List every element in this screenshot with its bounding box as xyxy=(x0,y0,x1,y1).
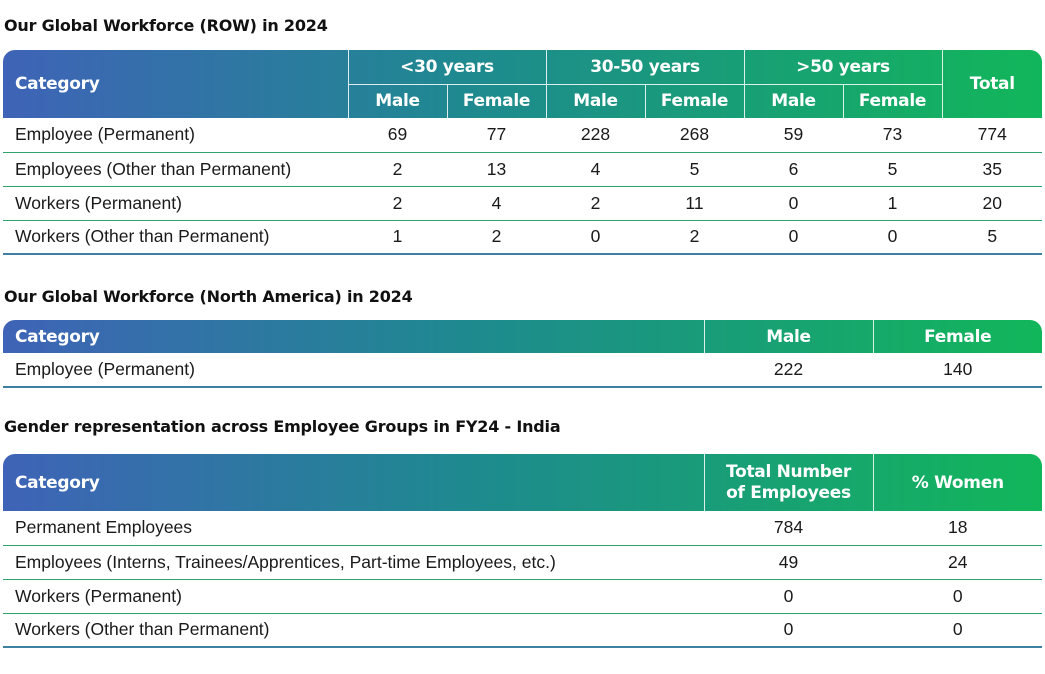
row-category: Employees (Other than Permanent) xyxy=(3,152,348,187)
cell-value: 0 xyxy=(703,613,873,647)
table-row: Employee (Permanent) 222 140 xyxy=(3,353,1042,387)
cell-value: 73 xyxy=(842,118,943,153)
table-row: Workers (Other than Permanent) 1 2 0 2 0… xyxy=(3,220,1043,254)
row-category: Permanent Employees xyxy=(3,511,704,546)
row-section-title: Our Global Workforce (ROW) in 2024 xyxy=(4,16,328,35)
cell-value: 140 xyxy=(872,353,1042,387)
cell-value: 13 xyxy=(446,152,546,187)
row-workforce-table: Category <30 years 30-50 years >50 years… xyxy=(3,50,1043,255)
cell-value: 11 xyxy=(644,186,745,221)
cell-value: 0 xyxy=(872,579,1042,614)
cell-value: 0 xyxy=(743,186,844,221)
male-header: Male xyxy=(347,83,447,118)
table-row: Permanent Employees 784 18 xyxy=(3,511,1042,546)
age-group-header-under-30: <30 years xyxy=(347,50,546,84)
cell-total: 20 xyxy=(941,186,1043,221)
age-group-header-30-50: 30-50 years xyxy=(545,50,745,84)
row-category: Employees (Interns, Trainees/Apprentices… xyxy=(3,545,704,580)
row-category: Employee (Permanent) xyxy=(15,359,195,379)
india-section-title: Gender representation across Employee Gr… xyxy=(4,417,561,436)
percent-women-header: % Women xyxy=(872,454,1042,511)
cell-value: 0 xyxy=(842,220,943,254)
total-employees-header: Total Number of Employees xyxy=(703,454,873,511)
cell-value: 4 xyxy=(545,152,645,187)
row-category: Workers (Other than Permanent) xyxy=(15,226,270,247)
cell-value: 2 xyxy=(644,220,745,254)
cell-value: 2 xyxy=(347,152,447,187)
cell-value: 0 xyxy=(703,579,873,614)
category-header: Category xyxy=(15,472,100,493)
cell-value: 6 xyxy=(743,152,844,187)
cell-value: 2 xyxy=(446,220,546,254)
row-category: Workers (Other than Permanent) xyxy=(15,619,270,640)
total-employees-header-line2: of Employees xyxy=(726,482,851,503)
male-header: Male xyxy=(743,83,844,118)
cell-value: 268 xyxy=(644,118,745,153)
cell-value: 228 xyxy=(545,118,645,153)
cell-value: 69 xyxy=(347,118,447,153)
cell-value: 24 xyxy=(872,545,1042,580)
cell-value: 4 xyxy=(446,186,546,221)
cell-total: 35 xyxy=(941,152,1043,187)
table-row: Workers (Other than Permanent) 0 0 xyxy=(3,613,1042,647)
female-header: Female xyxy=(446,83,546,118)
cell-total: 774 xyxy=(941,118,1043,153)
table-row: Employees (Other than Permanent) 2 13 4 … xyxy=(3,152,1043,187)
cell-value: 5 xyxy=(644,152,745,187)
na-section-title: Our Global Workforce (North America) in … xyxy=(4,287,413,306)
cell-value: 59 xyxy=(743,118,844,153)
cell-value: 0 xyxy=(872,613,1042,647)
cell-value: 2 xyxy=(545,186,645,221)
table-row: Workers (Permanent) 2 4 2 11 0 1 20 xyxy=(3,186,1043,221)
cell-value: 49 xyxy=(703,545,873,580)
category-header: Category xyxy=(15,326,100,347)
category-header: Category xyxy=(15,74,100,94)
female-header: Female xyxy=(872,320,1042,353)
cell-value: 784 xyxy=(703,511,873,546)
cell-total: 5 xyxy=(941,220,1043,254)
female-header: Female xyxy=(644,83,745,118)
row-category: Employee (Permanent) xyxy=(3,118,348,153)
cell-value: 77 xyxy=(446,118,546,153)
male-header: Male xyxy=(545,83,645,118)
table-row: Workers (Permanent) 0 0 xyxy=(3,579,1042,614)
cell-value: 1 xyxy=(842,186,943,221)
total-header: Total xyxy=(941,50,1043,118)
table-row: Employees (Interns, Trainees/Apprentices… xyxy=(3,545,1042,580)
cell-value: 18 xyxy=(872,511,1042,546)
cell-value: 0 xyxy=(743,220,844,254)
cell-value: 5 xyxy=(842,152,943,187)
india-gender-table: Category Total Number of Employees % Wom… xyxy=(3,454,1042,648)
na-workforce-table: Category Male Female Employee (Permanent… xyxy=(3,320,1042,388)
cell-value: 0 xyxy=(545,220,645,254)
female-header: Female xyxy=(842,83,943,118)
age-group-header-over-50: >50 years xyxy=(743,50,943,84)
table-row: Employee (Permanent) 69 77 228 268 59 73… xyxy=(3,118,1043,153)
total-employees-header-line1: Total Number xyxy=(726,461,851,482)
row-category: Workers (Permanent) xyxy=(3,186,348,221)
row-category: Workers (Permanent) xyxy=(3,579,704,614)
cell-value: 222 xyxy=(703,353,873,387)
cell-value: 1 xyxy=(347,220,447,254)
male-header: Male xyxy=(703,320,873,353)
cell-value: 2 xyxy=(347,186,447,221)
